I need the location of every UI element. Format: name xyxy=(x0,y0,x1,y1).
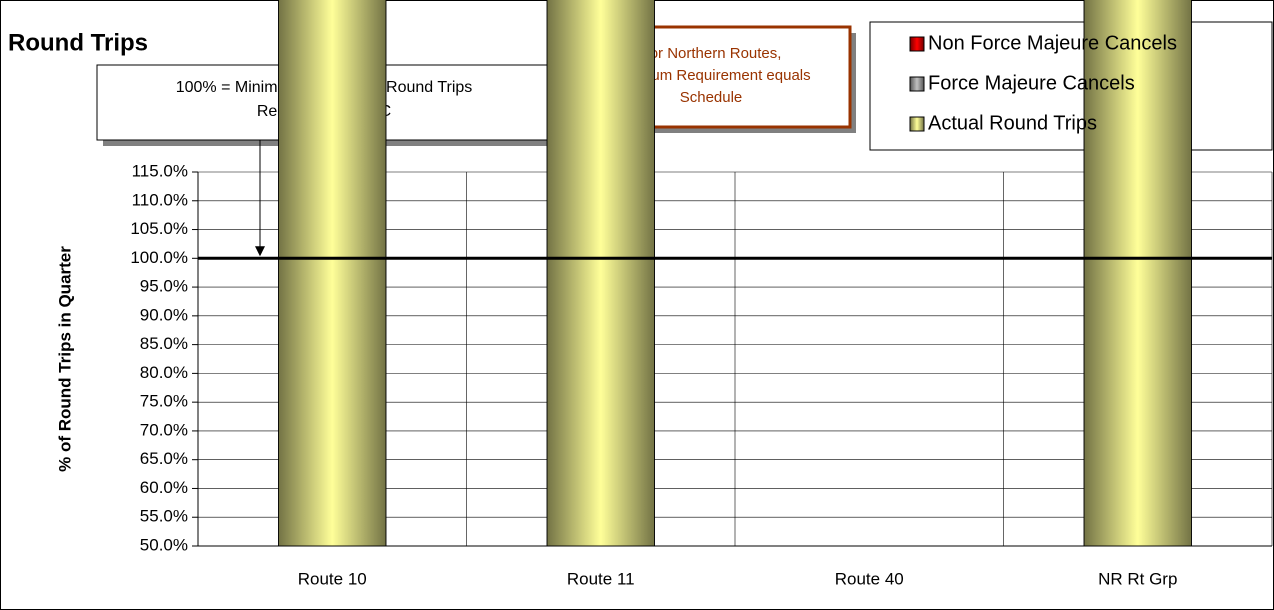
y-tick-label: 115.0% xyxy=(132,161,188,180)
y-tick-label: 60.0% xyxy=(140,478,188,497)
annotation-text: Minimum Requirement equals xyxy=(611,67,810,84)
y-tick-label: 50.0% xyxy=(140,535,188,554)
y-tick-label: 100.0% xyxy=(130,248,188,267)
y-tick-label: 70.0% xyxy=(140,420,188,439)
legend-label: Non Force Majeure Cancels xyxy=(928,32,1177,54)
y-axis-label: % of Round Trips in Quarter xyxy=(55,246,74,472)
y-tick-label: 65.0% xyxy=(140,449,188,468)
x-tick-label: NR Rt Grp xyxy=(1098,569,1177,588)
bar-shade xyxy=(278,0,387,547)
legend-swatch-shade xyxy=(909,76,925,92)
legend-swatch-shade xyxy=(909,116,925,132)
chart-title: Round Trips xyxy=(8,29,148,56)
legend-swatch-shade xyxy=(909,36,925,52)
y-tick-label: 95.0% xyxy=(140,277,188,296)
y-tick-label: 105.0% xyxy=(130,219,188,238)
bar-shade xyxy=(1083,0,1192,547)
legend-label: Actual Round Trips xyxy=(928,112,1097,134)
legend-label: Force Majeure Cancels xyxy=(928,72,1135,94)
x-tick-label: Route 40 xyxy=(835,569,904,588)
y-tick-label: 80.0% xyxy=(140,363,188,382)
x-tick-label: Route 10 xyxy=(298,569,367,588)
annotation-text: Schedule xyxy=(680,89,743,106)
y-tick-label: 85.0% xyxy=(140,334,188,353)
y-tick-label: 110.0% xyxy=(132,190,188,209)
y-tick-label: 55.0% xyxy=(140,507,188,526)
x-tick-label: Route 11 xyxy=(567,569,635,588)
annotation-arrowhead xyxy=(255,246,265,257)
y-tick-label: 75.0% xyxy=(140,392,188,411)
annotation-text: For Northern Routes, xyxy=(641,45,782,62)
y-tick-label: 90.0% xyxy=(140,305,188,324)
legend xyxy=(869,21,1273,151)
bar-shade xyxy=(546,0,655,547)
